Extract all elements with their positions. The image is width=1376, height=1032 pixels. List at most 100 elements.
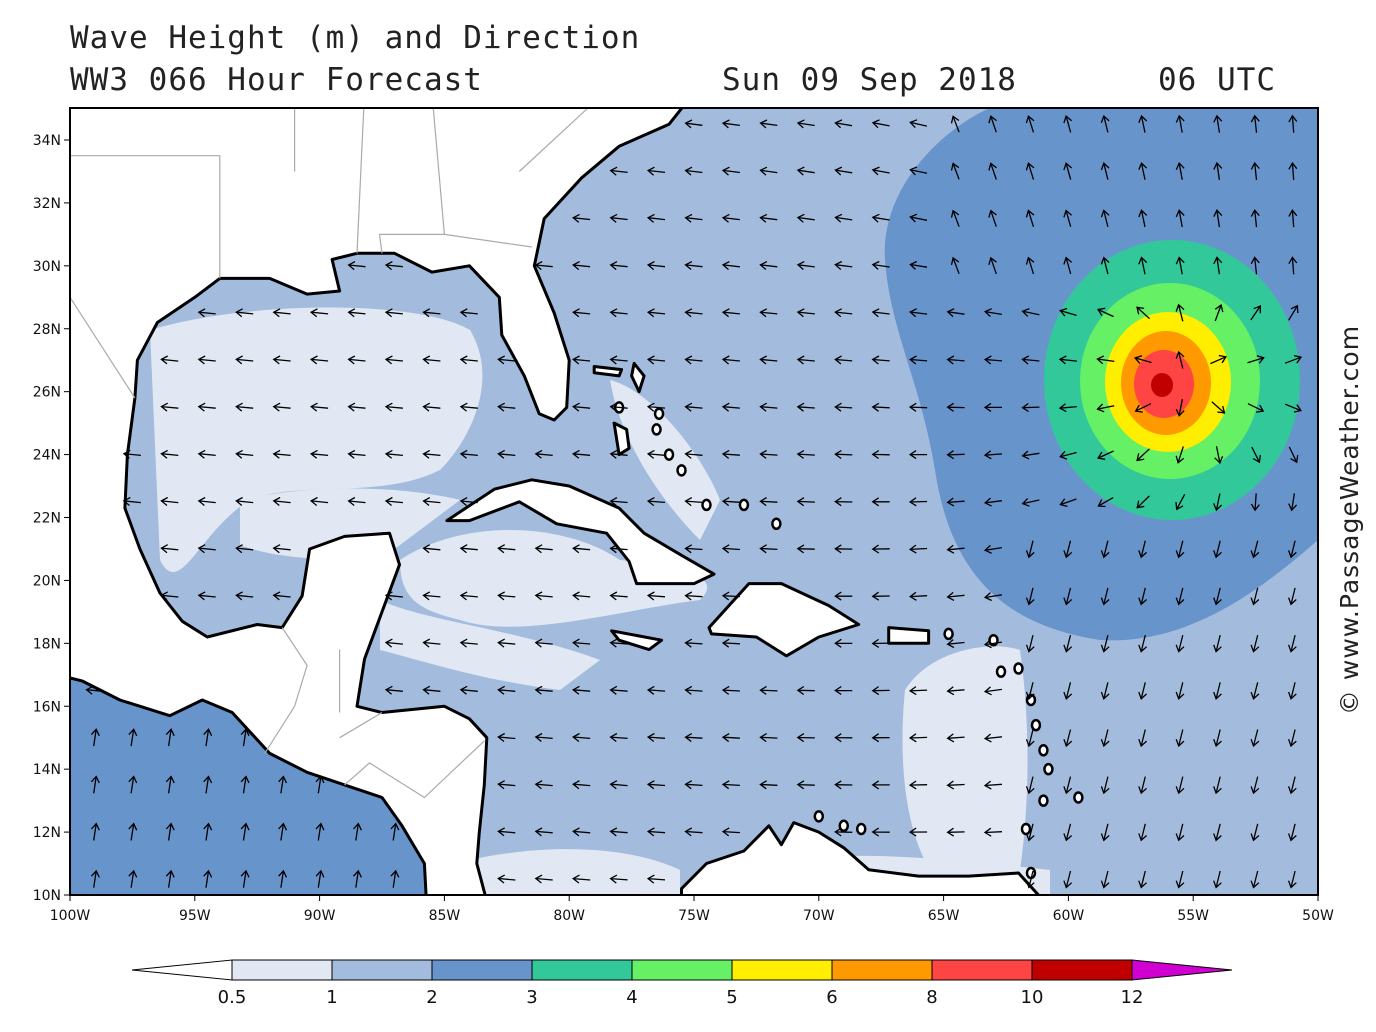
direction-arrow [646,213,666,223]
direction-arrow [272,544,291,554]
direction-arrow [796,497,815,507]
direction-arrow [534,874,553,884]
direction-arrow [1100,776,1110,795]
direction-arrow [128,822,138,841]
direction-arrow [1213,729,1222,748]
direction-arrow [384,355,403,365]
direction-arrow [950,115,960,133]
direction-arrow [1138,587,1148,606]
land [592,365,624,378]
direction-arrow [983,592,1003,602]
direction-arrow [1213,209,1223,228]
direction-arrow [572,685,591,695]
direction-arrow [1100,729,1110,748]
direction-arrow [1100,823,1110,842]
direction-arrow [1287,870,1297,889]
direction-arrow [834,827,853,837]
direction-arrow [721,733,740,743]
direction-arrow [950,162,960,180]
lat-label: 24N [33,448,61,464]
direction-arrow [235,308,254,318]
direction-arrow [759,497,778,507]
direction-arrow [759,544,778,554]
direction-arrow [384,449,403,459]
colorbar-label: 2 [426,987,437,1008]
direction-arrow [721,638,740,648]
direction-arrow [1213,634,1222,653]
direction-arrow [796,449,815,459]
direction-arrow [1288,493,1298,512]
calm-sea [902,646,1028,870]
direction-arrow [315,822,325,841]
direction-arrow [721,544,740,554]
direction-arrow [796,213,815,223]
land [680,821,1040,895]
direction-arrow [871,119,890,129]
direction-arrow [1213,587,1222,606]
direction-arrow [1250,114,1260,133]
direction-arrow [1211,401,1226,414]
colorbar-label: 3 [526,987,537,1008]
direction-arrow [609,638,628,648]
direction-arrow [1058,403,1077,413]
island [651,423,662,436]
island [676,464,687,477]
direction-arrow [759,402,778,412]
direction-arrow [160,496,179,507]
direction-arrow [609,402,628,412]
direction-arrow [871,260,890,270]
direction-arrow [1287,682,1297,700]
direction-arrow [983,733,1003,743]
direction-arrow [871,544,890,554]
direction-arrow [721,402,740,412]
direction-arrow [721,449,740,459]
colorbar-label: 12 [1121,987,1144,1008]
map-area [70,108,1318,895]
direction-arrow [1063,634,1073,653]
direction-arrow [1025,162,1035,180]
colorbar-low [131,959,233,981]
direction-arrow [871,166,890,176]
direction-arrow [1025,634,1035,653]
direction-arrow [909,213,928,223]
direction-arrow [572,213,591,223]
border [518,108,589,172]
direction-arrow [684,402,703,412]
direction-arrow [909,591,928,601]
direction-arrow [721,355,740,365]
direction-arrow [278,822,288,841]
direction-arrow [497,874,516,884]
border [432,108,445,235]
direction-arrow [1134,403,1152,413]
direction-arrow [1100,114,1110,133]
lon-label: 65W [928,908,960,924]
direction-arrow [721,308,740,318]
direction-arrow [390,869,400,888]
direction-arrow [353,869,362,888]
direction-arrow [240,775,250,794]
direction-arrow [534,732,553,743]
direction-arrow [85,685,104,695]
direction-arrow [1213,682,1222,700]
border [356,108,365,254]
island [1043,762,1054,776]
direction-arrow [497,685,516,695]
land [610,629,664,652]
axes: 34N 32N 30N 28N 26N 24N 22N 20N 18N 16N 14N 12N 10N 1… [33,133,1334,924]
land [887,626,931,645]
direction-arrow [909,308,928,318]
direction-arrow [609,874,628,884]
direction-arrow [684,638,703,648]
island [1073,791,1084,804]
direction-arrow [609,827,628,837]
direction-arrow [646,449,666,459]
direction-arrow [1021,402,1040,413]
direction-arrow [721,261,740,270]
subtitle: WW3 066 Hour Forecast [70,62,483,98]
direction-arrow [278,869,288,888]
direction-arrow [534,261,553,271]
direction-arrow [1138,256,1148,275]
direction-arrow [988,115,997,133]
border [378,233,445,254]
direction-arrow [646,732,666,743]
